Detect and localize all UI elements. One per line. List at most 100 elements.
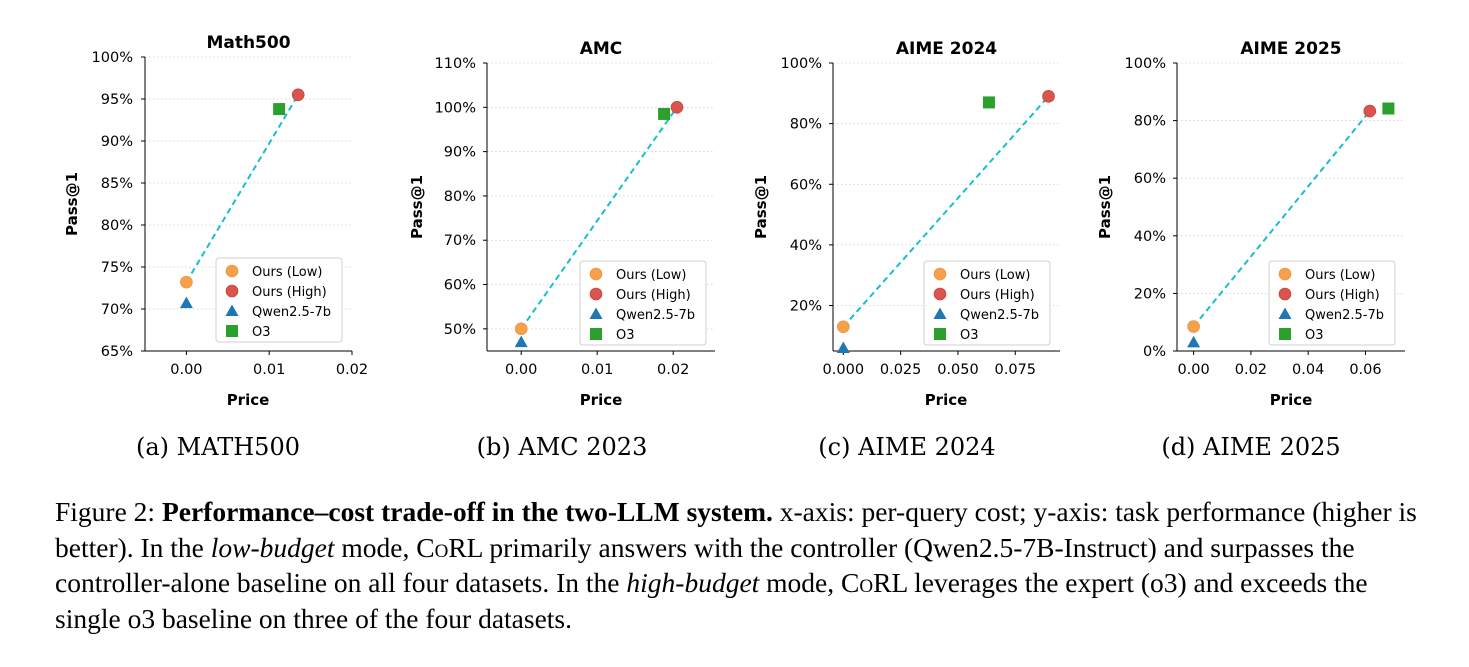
chart3-x-tick-label: 0.075	[995, 362, 1037, 378]
chart1-legend-label: Ours (High)	[252, 285, 327, 300]
subcaption-d: (d) AIME 2025	[1161, 433, 1341, 461]
chart4-y-tick-label: 40%	[1134, 229, 1166, 245]
chart4-point-o3	[1382, 102, 1395, 115]
figure-panels: 65% 70% 75% 80% 85% 90% 95% 100% 0.00 0.01 0.02 Mat…	[63, 33, 1405, 409]
chart4-point-ours-high	[1363, 104, 1377, 118]
chart4-legend-marker-qwen	[1278, 307, 1292, 319]
chart4-x-tick-label: 0.02	[1235, 362, 1267, 378]
chart2-y-tick-label: 70%	[444, 233, 476, 249]
chart3-legend-marker-qwen	[933, 307, 947, 319]
chart2-legend-label: Ours (High)	[616, 288, 691, 303]
chart3-legend-marker-o3	[934, 328, 946, 340]
chart2-legend-marker-o3	[590, 328, 602, 340]
chart4-legend-marker-o3	[1279, 328, 1291, 340]
chart1-legend-marker-o3	[226, 325, 238, 337]
chart3-x-tick-label: 0.025	[880, 362, 922, 378]
caption-corl-rl-1: RL	[448, 531, 483, 563]
chart4-x-tick-label: 0.04	[1292, 362, 1324, 378]
chart3-title: AIME 2024	[896, 39, 997, 59]
chart1-x-tick-label: 0.01	[253, 362, 285, 378]
chart2-y-tick-label: 50%	[444, 322, 476, 338]
chart3-legend-marker-ours-low	[933, 267, 947, 281]
chart4-y-tick-label: 80%	[1134, 114, 1166, 130]
chart3-y-tick-label: 80%	[790, 117, 822, 133]
chart4-legend-label: Ours (Low)	[1305, 268, 1375, 283]
chart1-point-qwen	[179, 296, 193, 309]
chart4-y-tick-label: 0%	[1143, 344, 1166, 360]
chart4-legend-label: Qwen2.5-7b	[1305, 308, 1384, 323]
caption-corl-o-2: o	[859, 567, 874, 598]
chart1-x-tick-label: 0.02	[336, 362, 368, 378]
chart3-point-o3	[982, 96, 995, 109]
chart1-x-label: Price	[227, 391, 270, 409]
chart2-legend-box	[579, 260, 707, 346]
chart4-legend-label: Ours (High)	[1305, 288, 1380, 303]
chart4-y-label: Pass@1	[1096, 175, 1114, 239]
chart4-point-ours-low	[1187, 320, 1200, 333]
chart2-y-tick-label: 60%	[444, 278, 476, 294]
subcaption-c: (c) AIME 2024	[818, 433, 996, 461]
chart1-title: Math500	[206, 33, 290, 53]
chart3-point-ours-low	[837, 320, 850, 334]
chart3-x-label: Price	[925, 391, 968, 409]
caption-high-budget: high-budget	[626, 567, 760, 598]
chart2-y-tick-label: 100%	[435, 100, 476, 116]
caption-text-1: x-axis: per-query cost; y-axis: task per…	[55, 496, 1417, 563]
chart2-legend-marker-ours-high	[589, 287, 603, 301]
chart3-y-tick-label: 100%	[781, 56, 822, 72]
chart2-title: AMC	[580, 39, 623, 59]
chart4-tradeoff-line	[1192, 110, 1371, 328]
chart1-y-tick-label: 90%	[101, 134, 133, 150]
chart4-legend-label: O3	[1305, 328, 1324, 343]
chart2-x-tick-label: 0.02	[657, 362, 689, 378]
chart3-legend-label: Qwen2.5-7b	[960, 308, 1039, 323]
chart1-y-tick-label: 70%	[101, 302, 133, 318]
chart3-legend-label: Ours (High)	[960, 288, 1035, 303]
chart3-y-tick-label: 40%	[790, 238, 822, 254]
chart1-tradeoff-line	[185, 94, 300, 283]
chart1-y-tick-label: 100%	[92, 50, 133, 66]
chart2-y-tick-label: 80%	[444, 189, 476, 205]
chart1-y-tick-label: 95%	[101, 92, 133, 108]
chart1-legend-label: O3	[252, 325, 271, 340]
chart1-legend-box	[215, 257, 343, 343]
chart1-y-tick-label: 85%	[101, 176, 133, 192]
caption-text-3: primarily answers with the controller (Q…	[55, 531, 1355, 599]
chart4-legend-marker-ours-low	[1278, 267, 1292, 281]
chart2-y-tick-label: 90%	[444, 145, 476, 161]
caption-text-2: mode,	[334, 531, 417, 563]
chart2-legend-label: Qwen2.5-7b	[616, 308, 695, 323]
caption-bold: Performance–cost trade-off in the two-LL…	[161, 496, 773, 527]
chart2-legend-marker-ours-low	[589, 267, 603, 281]
caption-text-5: leverages the expert (o3) and exceeds th…	[55, 567, 1368, 634]
chart2-point-ours-high	[670, 101, 684, 114]
chart4-title: AIME 2025	[1240, 39, 1341, 59]
chart2-x-tick-label: 0.01	[581, 362, 613, 378]
chart2-point-ours-low	[514, 322, 528, 336]
chart4-x-tick-label: 0.00	[1177, 362, 1209, 378]
chart3-legend-label: O3	[960, 328, 979, 343]
caption-label: Figure 2:	[55, 496, 162, 527]
chart4-y-tick-label: 60%	[1134, 171, 1166, 187]
chart4-y-tick-label: 100%	[1125, 56, 1166, 72]
caption-corl-c-1: C	[416, 531, 435, 563]
chart2-x-label: Price	[580, 391, 623, 409]
chart1-y-tick-label: 75%	[101, 260, 133, 276]
chart1-legend-label: Qwen2.5-7b	[252, 305, 331, 320]
chart2-x-tick-label: 0.00	[505, 362, 537, 378]
caption-corl-o-1: o	[434, 531, 449, 563]
chart4-x-label: Price	[1270, 391, 1313, 409]
chart1-x-tick-label: 0.00	[170, 362, 202, 378]
chart3-point-qwen	[836, 341, 850, 353]
chart2-y-tick-label: 110%	[435, 56, 476, 72]
chart2-legend-label: O3	[616, 328, 635, 343]
caption-text-4: mode,	[759, 567, 842, 598]
chart2-point-o3	[658, 107, 671, 120]
chart3-point-ours-high	[1042, 90, 1055, 103]
chart4-point-qwen	[1187, 335, 1201, 348]
subcaption-b: (b) AMC 2023	[476, 433, 648, 461]
chart3-y-label: Pass@1	[752, 175, 770, 239]
chart4-legend-box	[1268, 260, 1396, 346]
chart1-legend-label: Ours (Low)	[252, 265, 322, 280]
chart2-legend-marker-qwen	[589, 307, 603, 319]
